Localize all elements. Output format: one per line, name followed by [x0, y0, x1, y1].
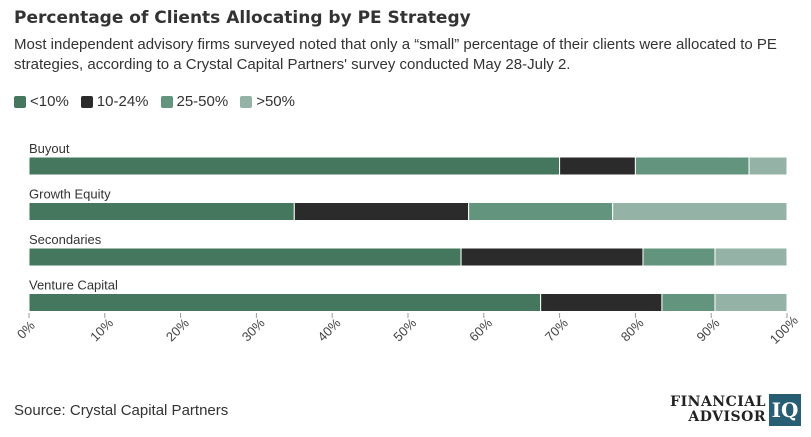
logo-iq-box: IQ — [769, 394, 801, 426]
x-tick-label-3: 30% — [239, 315, 268, 344]
bar-growth-equity-lt10 — [28, 202, 295, 221]
legend-item-gt50: >50% — [240, 93, 295, 110]
logo-line-2: ADVISOR — [688, 409, 766, 425]
bar-growth-equity-10to24 — [293, 202, 470, 221]
chart-title: Percentage of Clients Allocating by PE S… — [14, 8, 471, 28]
legend-label-10to24: 10-24% — [96, 93, 149, 110]
category-label-buyout: Buyout — [29, 141, 70, 156]
bar-buyout-gt50 — [748, 156, 788, 176]
chart-subtitle: Most independent advisory firms surveyed… — [14, 36, 777, 73]
financial-advisor-iq-logo: FINANCIAL ADVISOR IQ — [670, 394, 801, 426]
bar-secondaries-10to24 — [460, 247, 644, 267]
legend-item-lt10: <10% — [14, 93, 69, 110]
bar-secondaries-lt10 — [28, 247, 462, 267]
x-tick-label-1: 10% — [87, 315, 116, 344]
legend-swatch-25to50 — [160, 95, 173, 108]
logo-line-1: FINANCIAL — [670, 394, 766, 410]
x-tick-label-5: 50% — [390, 315, 419, 344]
bar-growth-equity-gt50 — [612, 202, 788, 221]
legend-label-25to50: 25-50% — [176, 93, 229, 110]
category-label-venture-capital: Venture Capital — [29, 278, 118, 293]
stacked-bar-chart: Buyout Growth Equity Secondaries Venture Ca… — [14, 141, 801, 347]
bar-growth-equity-25to50 — [468, 202, 614, 221]
x-tick-label-0: 0% — [14, 318, 38, 342]
legend-label-lt10: <10% — [30, 93, 69, 110]
bar-venture-capital-lt10 — [28, 293, 542, 312]
legend-label-gt50: >50% — [256, 93, 295, 110]
legend-swatch-10to24 — [80, 95, 93, 108]
bar-venture-capital-gt50 — [714, 293, 788, 312]
bar-buyout-10to24 — [559, 156, 636, 176]
x-tick-label-7: 70% — [542, 315, 571, 344]
bar-secondaries-25to50 — [642, 247, 716, 267]
x-tick-label-8: 80% — [618, 315, 647, 344]
x-tick-label-2: 20% — [163, 315, 192, 344]
logo-wordmark: FINANCIAL ADVISOR — [670, 395, 766, 425]
bar-venture-capital-25to50 — [661, 293, 716, 312]
source-note: Source: Crystal Capital Partners — [14, 402, 229, 419]
x-tick-label-4: 40% — [315, 315, 344, 344]
legend-item-10to24: 10-24% — [80, 93, 149, 110]
bar-buyout-25to50 — [634, 156, 750, 176]
legend-item-25to50: 25-50% — [160, 93, 229, 110]
legend: <10% 10-24% 25-50% >50% — [14, 93, 295, 110]
bar-venture-capital-10to24 — [540, 293, 663, 312]
bar-buyout-lt10 — [28, 156, 561, 176]
bar-secondaries-gt50 — [714, 247, 788, 267]
x-tick-label-9: 90% — [694, 315, 723, 344]
x-tick-label-6: 60% — [466, 315, 495, 344]
x-tick-label-10: 100% — [767, 312, 801, 346]
category-label-secondaries: Secondaries — [29, 232, 102, 247]
legend-swatch-lt10 — [14, 95, 26, 108]
category-label-growth-equity: Growth Equity — [29, 187, 111, 202]
legend-swatch-gt50 — [240, 95, 253, 108]
